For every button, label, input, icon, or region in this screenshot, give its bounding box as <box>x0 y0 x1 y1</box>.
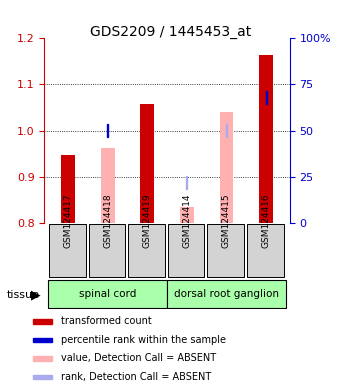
Text: tissue: tissue <box>7 290 40 300</box>
FancyBboxPatch shape <box>247 224 283 277</box>
Bar <box>266 91 267 104</box>
Bar <box>33 338 52 342</box>
Bar <box>186 175 188 189</box>
Text: ▶: ▶ <box>31 288 40 301</box>
FancyBboxPatch shape <box>167 280 286 308</box>
Bar <box>220 112 234 223</box>
Text: rank, Detection Call = ABSENT: rank, Detection Call = ABSENT <box>61 372 211 382</box>
Text: percentile rank within the sample: percentile rank within the sample <box>61 335 226 345</box>
Bar <box>180 207 194 223</box>
Text: GSM124418: GSM124418 <box>103 193 112 248</box>
Bar <box>107 124 108 137</box>
Text: GSM124414: GSM124414 <box>182 193 191 248</box>
Bar <box>101 147 115 223</box>
FancyBboxPatch shape <box>128 224 165 277</box>
Text: GSM124416: GSM124416 <box>262 193 271 248</box>
Text: GSM124417: GSM124417 <box>63 193 73 248</box>
FancyBboxPatch shape <box>49 224 86 277</box>
Text: GSM124415: GSM124415 <box>222 193 231 248</box>
Text: GSM124419: GSM124419 <box>143 193 152 248</box>
Bar <box>33 319 52 324</box>
Text: transformed count: transformed count <box>61 316 152 326</box>
Bar <box>61 154 75 223</box>
Bar <box>259 55 273 223</box>
FancyBboxPatch shape <box>89 224 125 277</box>
Text: value, Detection Call = ABSENT: value, Detection Call = ABSENT <box>61 353 216 363</box>
Bar <box>226 124 227 137</box>
Bar <box>140 104 154 223</box>
FancyBboxPatch shape <box>48 280 167 308</box>
Bar <box>33 375 52 379</box>
Text: dorsal root ganglion: dorsal root ganglion <box>174 289 279 299</box>
Text: GDS2209 / 1445453_at: GDS2209 / 1445453_at <box>90 25 251 39</box>
Text: spinal cord: spinal cord <box>79 289 136 299</box>
FancyBboxPatch shape <box>207 224 244 277</box>
FancyBboxPatch shape <box>168 224 204 277</box>
Bar <box>33 356 52 361</box>
